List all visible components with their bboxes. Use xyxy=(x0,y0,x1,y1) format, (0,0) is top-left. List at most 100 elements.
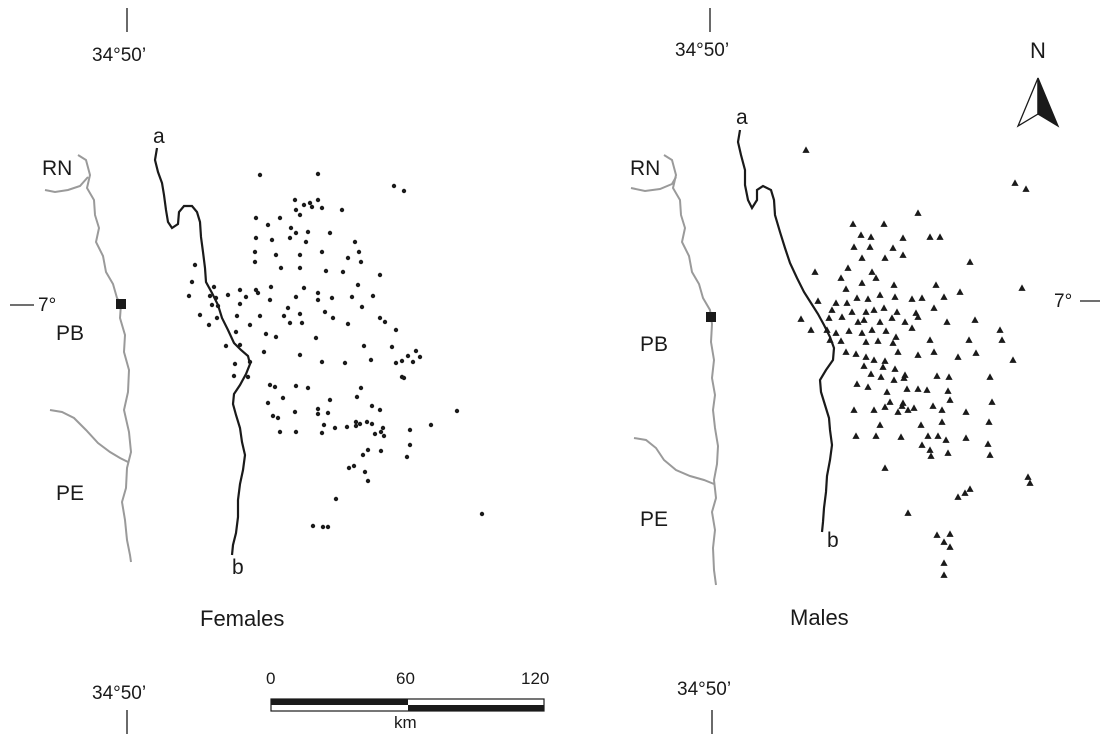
female-occurrence-point xyxy=(277,215,283,221)
male-occurrence-point xyxy=(876,318,884,325)
male-occurrence-point xyxy=(903,385,911,392)
female-occurrence-point xyxy=(319,249,325,255)
female-occurrence-point xyxy=(333,496,339,502)
male-occurrence-point xyxy=(888,314,896,321)
female-occurrence-point xyxy=(340,269,346,275)
female-occurrence-point xyxy=(378,448,384,454)
male-occurrence-point xyxy=(934,432,942,439)
female-occurrence-point xyxy=(209,302,215,308)
female-occurrence-point xyxy=(189,279,195,285)
transect-line-left xyxy=(153,147,252,556)
female-occurrence-point xyxy=(332,425,338,431)
transect-start-right: a xyxy=(736,106,748,129)
female-occurrence-point xyxy=(263,331,269,337)
male-occurrence-point xyxy=(837,274,845,281)
female-occurrence-point xyxy=(345,321,351,327)
female-occurrence-point xyxy=(186,293,192,299)
female-occurrence-point xyxy=(380,425,386,431)
male-occurrence-point xyxy=(965,336,973,343)
male-occurrence-point xyxy=(1011,179,1019,186)
male-occurrence-point xyxy=(1026,479,1034,486)
female-occurrence-point xyxy=(233,329,239,335)
female-occurrence-point xyxy=(301,285,307,291)
male-occurrence-point xyxy=(880,304,888,311)
female-occurrence-point xyxy=(369,403,375,409)
male-occurrence-point xyxy=(870,356,878,363)
male-occurrence-point xyxy=(944,387,952,394)
male-occurrence-point xyxy=(904,509,912,516)
male-occurrence-point xyxy=(853,294,861,301)
state-label-rn-right: RN xyxy=(630,157,661,180)
female-occurrence-point xyxy=(301,202,307,208)
male-occurrence-point xyxy=(908,324,916,331)
male-occurrence-point xyxy=(864,383,872,390)
pb-pe-border xyxy=(49,409,129,463)
male-occurrence-point xyxy=(899,234,907,241)
male-occurrence-point xyxy=(876,291,884,298)
female-occurrence-point xyxy=(364,419,370,425)
male-occurrence-point xyxy=(918,441,926,448)
coastline-left xyxy=(77,154,133,563)
female-occurrence-point xyxy=(255,290,261,296)
female-occurrence-point xyxy=(315,197,321,203)
male-occurrence-point xyxy=(877,373,885,380)
male-occurrence-point xyxy=(942,436,950,443)
female-occurrence-point xyxy=(272,384,278,390)
male-occurrence-point xyxy=(854,318,862,325)
female-occurrence-point xyxy=(372,431,378,437)
female-occurrence-point xyxy=(310,523,316,529)
male-occurrence-point xyxy=(894,408,902,415)
male-occurrence-point xyxy=(828,306,836,313)
male-occurrence-point xyxy=(867,370,875,377)
male-occurrence-point xyxy=(852,432,860,439)
male-occurrence-point xyxy=(926,336,934,343)
female-occurrence-point xyxy=(404,454,410,460)
male-occurrence-point xyxy=(946,530,954,537)
female-occurrence-point xyxy=(315,411,321,417)
male-occurrence-point xyxy=(936,233,944,240)
female-occurrence-point xyxy=(389,344,395,350)
male-occurrence-point xyxy=(891,365,899,372)
male-occurrence-point xyxy=(938,418,946,425)
female-occurrence-point xyxy=(237,287,243,293)
female-occurrence-point xyxy=(319,205,325,211)
female-occurrence-point xyxy=(307,200,313,206)
male-occurrence-point xyxy=(943,318,951,325)
male-occurrence-point xyxy=(900,374,908,381)
latitude-label-left: 7° xyxy=(38,295,57,316)
male-occurrence-point xyxy=(802,146,810,153)
female-occurrence-point xyxy=(339,207,345,213)
female-occurrence-point xyxy=(349,294,355,300)
male-occurrence-point xyxy=(870,406,878,413)
male-occurrence-point xyxy=(886,398,894,405)
female-occurrence-point xyxy=(323,268,329,274)
male-occurrence-point xyxy=(860,362,868,369)
male-occurrence-point xyxy=(988,398,996,405)
female-occurrence-point xyxy=(261,349,267,355)
male-occurrence-point xyxy=(956,288,964,295)
female-occurrence-point xyxy=(344,424,350,430)
female-occurrence-point xyxy=(358,259,364,265)
male-occurrence-point xyxy=(890,281,898,288)
male-occurrence-point xyxy=(850,406,858,413)
female-occurrence-point xyxy=(265,400,271,406)
state-borders-right xyxy=(630,154,720,586)
male-occurrence-point xyxy=(889,339,897,346)
male-occurrence-point xyxy=(914,313,922,320)
female-occurrence-point xyxy=(325,524,331,530)
female-occurrence-point xyxy=(211,284,217,290)
female-occurrence-point xyxy=(393,327,399,333)
male-occurrence-point xyxy=(797,315,805,322)
male-occurrence-point xyxy=(845,327,853,334)
male-occurrence-point xyxy=(945,373,953,380)
female-occurrence-point xyxy=(353,419,359,425)
female-occurrence-point xyxy=(405,353,411,359)
female-occurrence-point xyxy=(401,188,407,194)
male-occurrence-point xyxy=(862,338,870,345)
male-occurrence-point xyxy=(832,299,840,306)
north-arrow-icon xyxy=(1016,77,1060,128)
female-occurrence-point xyxy=(293,207,299,213)
male-occurrence-point xyxy=(1018,284,1026,291)
female-points xyxy=(186,171,485,530)
female-occurrence-point xyxy=(243,294,249,300)
